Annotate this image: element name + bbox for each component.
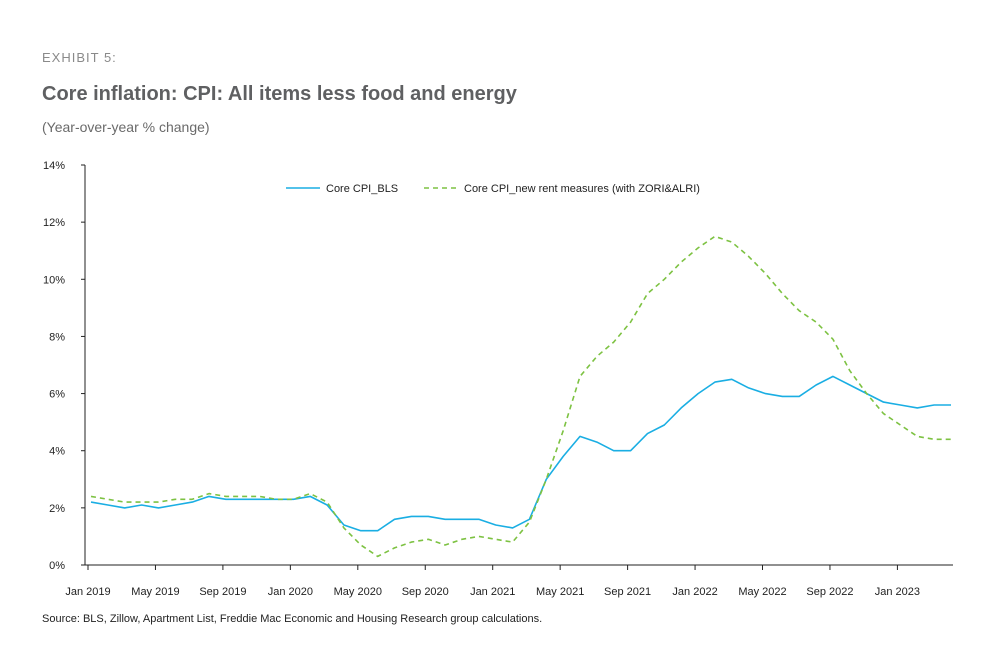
legend-label: Core CPI_BLS — [326, 183, 398, 195]
chart-subtitle: (Year-over-year % change) — [42, 119, 210, 135]
y-tick-label: 4% — [49, 446, 65, 458]
y-tick-label: 2% — [49, 503, 65, 515]
y-tick-label: 8% — [49, 331, 65, 343]
x-tick-label: Jan 2023 — [875, 586, 920, 598]
y-tick-label: 0% — [49, 560, 65, 572]
x-tick-label: May 2020 — [334, 586, 382, 598]
chart-title: Core inflation: CPI: All items less food… — [42, 83, 517, 105]
x-tick-label: May 2019 — [131, 586, 179, 598]
series-lines — [90, 235, 951, 558]
y-tick-label: 10% — [43, 274, 65, 286]
series-line-core-cpi-bls — [90, 375, 951, 532]
x-tick-label: Sep 2019 — [199, 586, 246, 598]
y-axis: 0% 2% 4% 6% 8% 10% 12% 14% — [43, 160, 86, 572]
x-tick-label: Sep 2022 — [806, 586, 853, 598]
x-tick-label: Jan 2019 — [65, 586, 110, 598]
source-note: Source: BLS, Zillow, Apartment List, Fre… — [42, 613, 543, 625]
x-tick-label: May 2021 — [536, 586, 584, 598]
y-tick-label: 12% — [43, 217, 65, 229]
y-tick-label: 14% — [43, 160, 65, 172]
legend: Core CPI_BLS Core CPI_new rent measures (… — [286, 183, 700, 195]
x-axis: Jan 2019 May 2019 Sep 2019 Jan 2020 May 2020… — [65, 564, 953, 598]
x-tick-label: Jan 2020 — [268, 586, 313, 598]
x-tick-label: Sep 2020 — [402, 586, 449, 598]
x-tick-label: May 2022 — [738, 586, 786, 598]
x-tick-label: Jan 2021 — [470, 586, 515, 598]
exhibit-label: EXHIBIT 5: — [42, 50, 117, 65]
y-tick-label: 6% — [49, 389, 65, 401]
legend-label: Core CPI_new rent measures (with ZORI&AL… — [464, 183, 700, 195]
x-tick-label: Sep 2021 — [604, 586, 651, 598]
series-line-core-cpi-new-rent — [90, 235, 951, 558]
x-tick-label: Jan 2022 — [672, 586, 717, 598]
